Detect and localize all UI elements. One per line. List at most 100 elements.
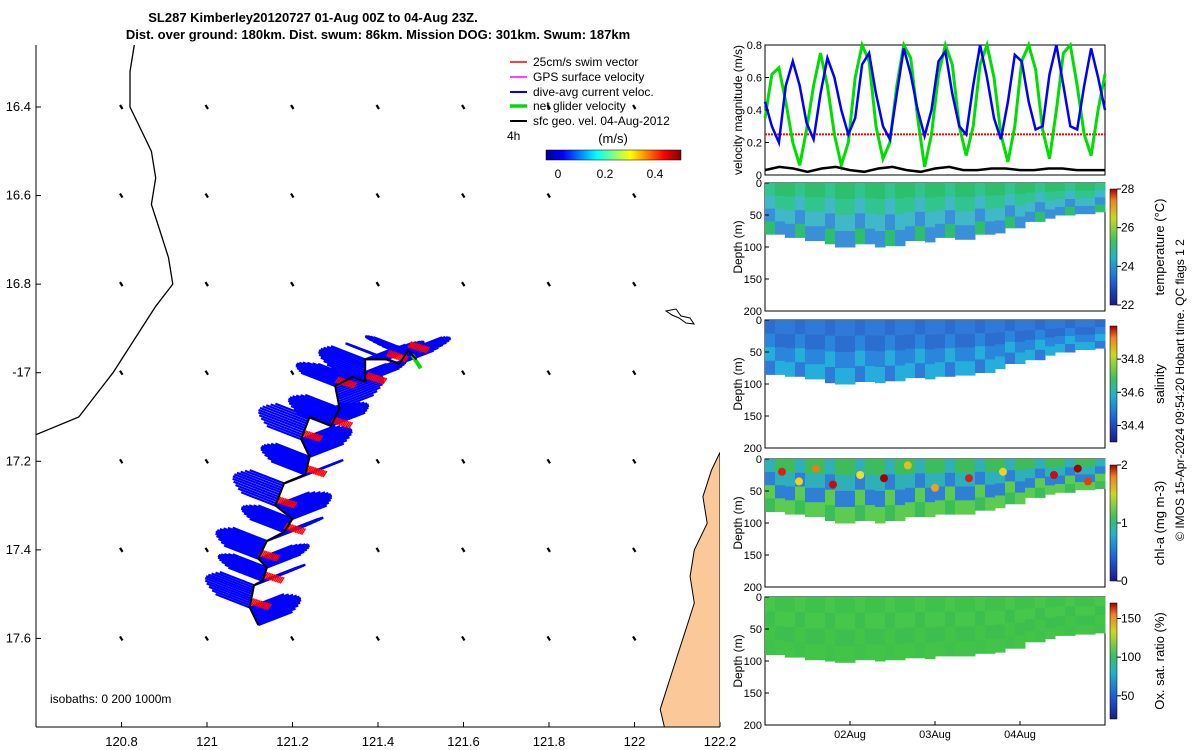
section-cell [775, 597, 786, 612]
section-cell [965, 626, 976, 642]
geo-vector [632, 635, 637, 642]
section-cell [785, 597, 796, 613]
dive-avg-vector [338, 386, 381, 405]
section-cell [785, 362, 796, 377]
dive-avg-vector [256, 604, 299, 623]
section-cell [955, 197, 966, 212]
map-ticks: 120.8 121 121.2 121.4 121.6 121.8 122 122.2 16.4… [6, 99, 737, 749]
swim-vector [255, 600, 261, 607]
title-line2: Dist. over ground: 180km. Dist. swum: 86… [126, 27, 630, 42]
geo-vector [204, 104, 209, 110]
section-cell [865, 350, 876, 367]
section-cell [925, 612, 936, 629]
dive-avg-vector [257, 504, 293, 520]
colorbar-tick-label: 24 [1121, 259, 1135, 273]
section-cell [1025, 597, 1036, 609]
dive-avg-vector [227, 526, 267, 544]
section-cell [1085, 320, 1096, 328]
section-cell [1055, 606, 1066, 617]
section-cell [1065, 344, 1076, 353]
geo-vector [461, 370, 466, 376]
swim-vector [268, 573, 274, 581]
section-cell [855, 505, 866, 521]
section-cell [765, 320, 776, 335]
glider-track [248, 349, 418, 626]
dive-avg-vector [217, 554, 266, 576]
section-cell [935, 320, 946, 335]
section-cell [975, 195, 986, 210]
section-cell [985, 459, 996, 473]
section-cell [1085, 459, 1096, 468]
section-cell [775, 320, 786, 335]
chl-hotspot [999, 467, 1007, 476]
section-cell [825, 335, 836, 352]
swim-vector [275, 554, 281, 562]
swim-vector [335, 417, 341, 425]
section-cell [905, 211, 916, 227]
section-cell [895, 505, 906, 521]
section-y-tick-label: 100 [744, 242, 762, 254]
section-cell [1005, 320, 1016, 332]
section-cell [845, 597, 856, 614]
section-cell [875, 507, 886, 524]
swim-vector [407, 341, 413, 348]
swim-vector [265, 603, 271, 610]
section-cell [915, 642, 926, 659]
swim-vector [314, 434, 321, 442]
swim-vector [265, 551, 271, 559]
section-cell [1055, 199, 1066, 208]
section-cell [1015, 216, 1026, 229]
section-cell [825, 213, 836, 230]
chl-hotspot [1050, 471, 1058, 479]
section-cell [965, 597, 976, 613]
chl-hotspot [965, 474, 973, 483]
swim-vector [339, 419, 346, 427]
section-cell [905, 502, 916, 518]
dive-avg-vector [257, 607, 296, 625]
dive-avg-vector [320, 356, 366, 376]
section-cell [865, 366, 876, 382]
section-cell [885, 198, 896, 215]
section-cell [765, 195, 776, 210]
section-cell [835, 507, 846, 524]
section-cell [975, 346, 986, 360]
section-cell [1035, 459, 1046, 470]
dive-avg-vector [249, 469, 285, 485]
section-cell [1075, 183, 1086, 192]
section-cell [875, 367, 886, 384]
section-cell [935, 641, 946, 657]
section-cell [955, 183, 966, 198]
dive-avg-vector [262, 543, 310, 565]
swim-vector [413, 343, 419, 350]
geo-vector [290, 192, 295, 199]
section-cell [775, 360, 786, 375]
section-cell [915, 334, 926, 350]
section-cell [985, 625, 996, 640]
dive-avg-vector [223, 527, 266, 546]
geo-vector [461, 547, 466, 553]
section-cell [825, 320, 836, 337]
section-cell [785, 627, 796, 643]
colorbar-tick-label: 34.6 [1121, 385, 1145, 399]
section-cell [1085, 606, 1096, 617]
section-y-tick-label: 150 [744, 274, 762, 286]
section-cell [1095, 334, 1106, 342]
swim-vector [262, 550, 268, 558]
dive-avg-vector [224, 563, 264, 581]
section-cell [1075, 459, 1086, 468]
section-cell [975, 484, 986, 498]
section-cell [975, 497, 986, 511]
section-cell [985, 484, 996, 498]
section-cell [815, 211, 826, 227]
swim-vector [268, 552, 275, 560]
velocity-panel: 0 0.2 0.4 0.6 0.8 velocity magnitude (m/s) [731, 39, 1107, 182]
section-colorbar [1109, 602, 1118, 720]
dive-avg-vector [232, 475, 281, 496]
section-cell [925, 502, 936, 518]
section-cell [995, 495, 1006, 509]
section-ylabel: Depth (m) [731, 634, 745, 687]
section-cell [1085, 482, 1096, 491]
swim-vector [272, 553, 278, 561]
section-cell [885, 230, 896, 247]
dive-avg-vector [216, 529, 264, 550]
